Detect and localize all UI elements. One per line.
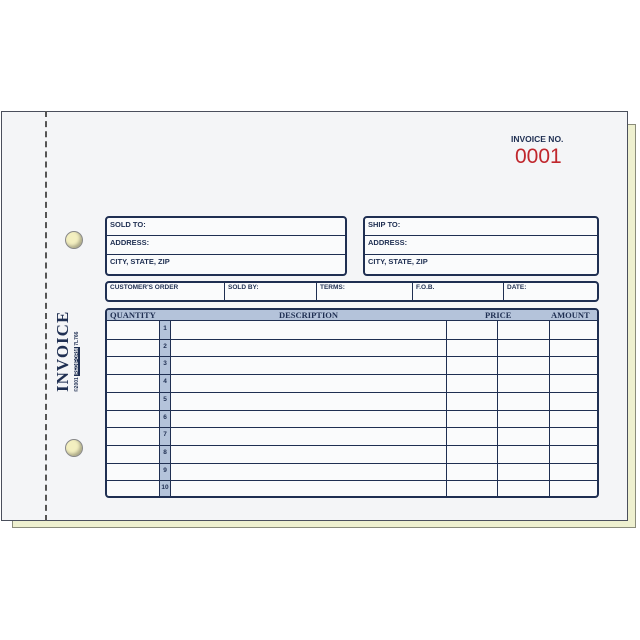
customer-order-label: CUSTOMER'S ORDER (110, 284, 179, 291)
line-number: 5 (163, 395, 167, 403)
row-divider (107, 427, 597, 429)
row-divider (107, 444, 597, 446)
amount-header: AMOUNT (551, 310, 590, 320)
table-header (107, 310, 597, 321)
row-divider (107, 356, 597, 358)
row-divider (107, 462, 597, 464)
ship-city-label: CITY, STATE, ZIP (368, 257, 428, 266)
side-fineprint: ©2001 REDIFORM 7L766 (74, 332, 80, 392)
line-number: 1 (163, 325, 167, 332)
copyright: ©2001 (74, 377, 80, 392)
line-number-strip (159, 321, 171, 496)
line-number: 10 (161, 484, 169, 492)
line-items-table: QUANTITY DESCRIPTION PRICE AMOUNT 1 2 3 4 5 6… (105, 308, 599, 498)
ship-to-box: SHIP TO: ADDRESS: CITY, STATE, ZIP (363, 216, 599, 276)
punch-hole (65, 231, 83, 249)
form-code: 7L766 (74, 331, 80, 346)
line-number: 6 (163, 413, 167, 421)
line-number: 3 (163, 360, 167, 368)
sold-city-label: CITY, STATE, ZIP (110, 257, 170, 266)
punch-hole (65, 439, 83, 457)
row-divider (107, 391, 597, 393)
line-number: 8 (163, 448, 167, 456)
quantity-header: QUANTITY (110, 310, 156, 320)
brand-logo: REDIFORM (74, 347, 80, 376)
sold-by-label: SOLD BY: (228, 284, 259, 291)
sold-address-label: ADDRESS: (110, 238, 150, 247)
sold-to-box: SOLD TO: ADDRESS: CITY, STATE, ZIP (105, 216, 347, 276)
description-header: DESCRIPTION (279, 310, 339, 320)
ship-to-label: SHIP TO: (368, 220, 401, 229)
date-label: DATE: (507, 284, 527, 291)
invoice-number-label: INVOICE NO. (511, 134, 564, 144)
perforation-line (45, 111, 47, 521)
side-title: INVOICE (53, 310, 72, 392)
price-header: PRICE (485, 310, 512, 320)
line-number: 9 (163, 466, 167, 474)
row-divider (107, 338, 597, 340)
ship-address-label: ADDRESS: (368, 238, 408, 247)
invoice-number: 0001 (515, 145, 562, 168)
line-number: 7 (163, 431, 167, 439)
row-divider (107, 409, 597, 411)
terms-label: TERMS: (320, 284, 345, 291)
row-divider (107, 480, 597, 482)
side-title-block: INVOICE (53, 311, 73, 392)
line-number: 2 (163, 342, 167, 350)
order-info-row: CUSTOMER'S ORDER SOLD BY: TERMS: F.O.B. … (105, 281, 599, 302)
sold-to-label: SOLD TO: (110, 220, 146, 229)
row-divider (107, 374, 597, 376)
fob-label: F.O.B. (416, 284, 435, 291)
line-number: 4 (163, 378, 167, 386)
